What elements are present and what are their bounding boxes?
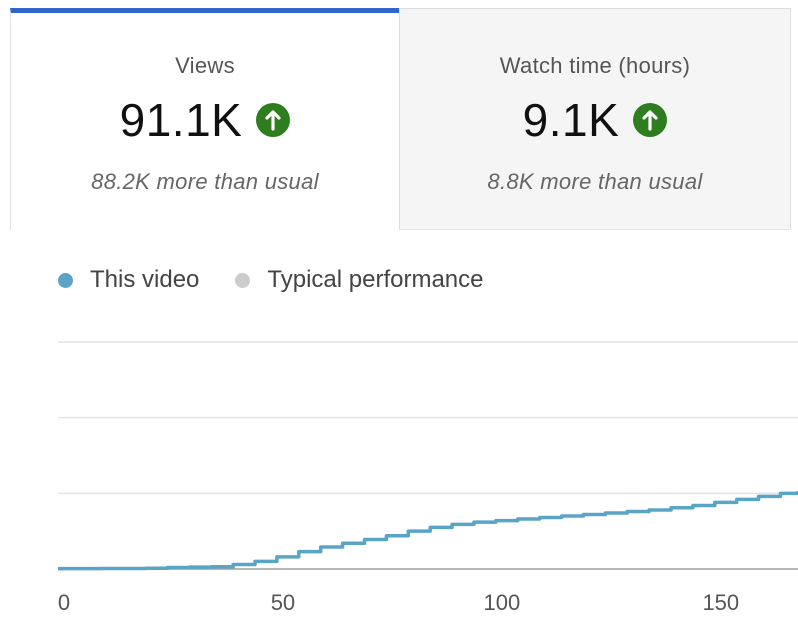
x-tick-label: 100 [484,590,521,615]
tab-value-row: 91.1K [11,91,399,149]
metric-tabs: Views 91.1K 88.2K more than usual Watch … [0,0,798,230]
legend-item-typical-performance[interactable]: Typical performance [235,266,483,294]
legend-dot-icon [235,272,251,288]
series-line-this-video [58,491,798,571]
tab-label: Watch time (hours) [499,53,691,78]
tab-overflow-edge [791,8,798,230]
chart-legend: This video Typical performance [58,266,519,294]
tab-watch-time[interactable]: Watch time (hours) 9.1K 8.8K more than u… [399,8,791,230]
x-tick-label: 150 [702,590,739,615]
legend-label: This video [90,266,200,293]
x-tick-label: 0 [58,590,70,615]
legend-item-this-video[interactable]: This video [58,266,199,294]
legend-label: Typical performance [267,266,484,293]
metric-comparison: 8.8K more than usual [487,169,703,194]
arrow-up-icon [633,103,668,137]
metric-value: 91.1K [119,94,243,146]
tab-views[interactable]: Views 91.1K 88.2K more than usual [10,8,399,230]
legend-dot-icon [58,272,73,288]
views-line-chart: 0 50 100 150 [58,341,798,615]
x-tick-label: 50 [271,590,295,615]
metric-value: 9.1K [522,94,620,146]
metric-comparison: 88.2K more than usual [91,169,319,194]
tab-value-row: 9.1K [400,91,790,149]
arrow-up-icon [256,103,291,137]
tab-label: Views [175,53,235,78]
